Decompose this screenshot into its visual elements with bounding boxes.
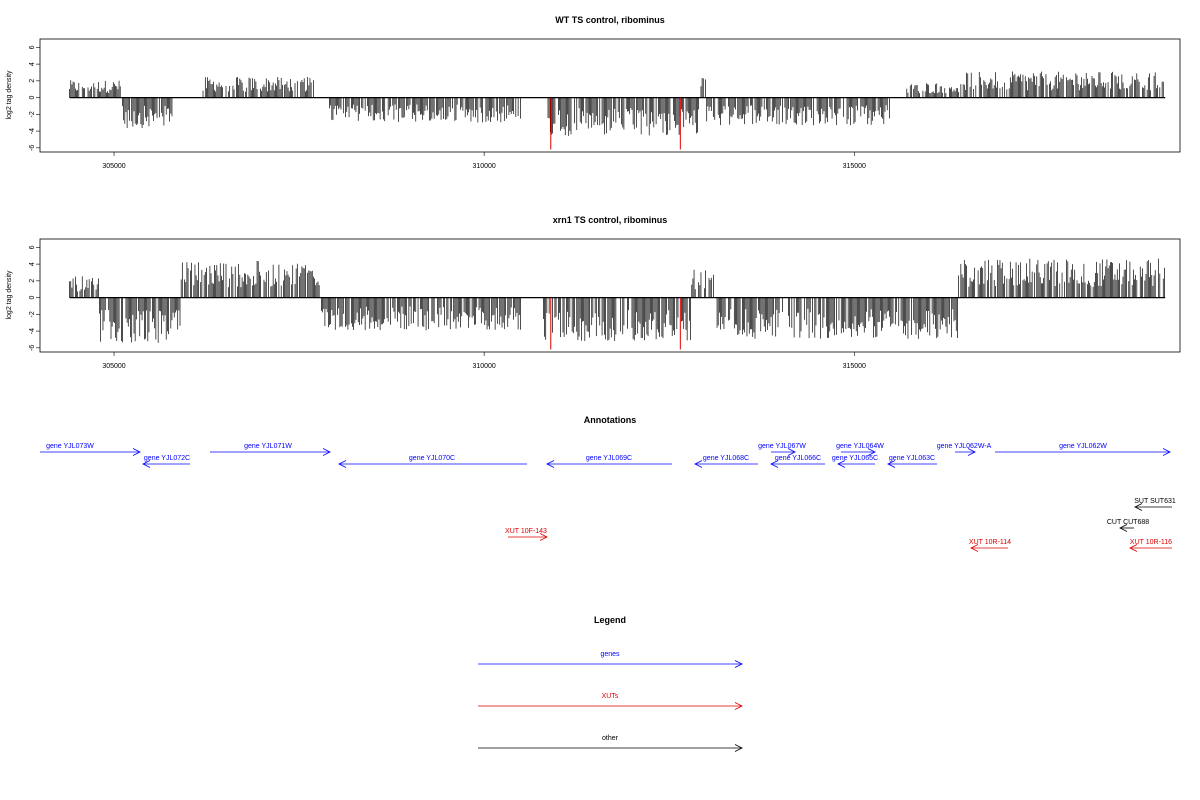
gene-label: gene YJL065C: [832, 455, 878, 462]
x-tick-label: 315000: [843, 163, 866, 170]
gene-label: gene YJL071W: [244, 443, 292, 450]
xut-arrow: [508, 533, 548, 541]
xut-label: XUT 10F-143: [505, 528, 547, 535]
gene-label: gene YJL073W: [46, 443, 94, 450]
y-tick-label: -4: [29, 328, 36, 334]
x-tick-label: 305000: [102, 163, 125, 170]
other-arrow: [1119, 524, 1134, 532]
chart-panel-wt: WT TS control, ribominus log2 tag densit…: [6, 15, 1181, 170]
x-tick-label: 310000: [472, 363, 495, 370]
legend-xut-label: XUTs: [602, 693, 619, 700]
gene-arrow: [887, 460, 937, 468]
plot-frame-wt: [39, 38, 1181, 153]
chart-title-wt: WT TS control, ribominus: [555, 15, 665, 25]
y-tick-label: 2: [29, 79, 36, 83]
axis-ticks-wt: 6 4 2 0 -2 -4 -6 305000 310000 315000: [29, 45, 866, 170]
gene-arrow: [955, 448, 976, 456]
gene-arrow: [338, 460, 527, 468]
chart-title-xrn1: xrn1 TS control, ribominus: [553, 215, 668, 225]
y-tick-label: 4: [29, 262, 36, 266]
legend-other-arrow: [478, 744, 743, 752]
y-tick-label: 6: [29, 245, 36, 249]
y-tick-label: 0: [29, 96, 36, 100]
marker-lines-xrn1: [550, 297, 681, 350]
gene-label: gene YJL064W: [836, 443, 884, 450]
gene-arrow: [771, 448, 796, 456]
y-tick-label: -2: [29, 111, 36, 117]
bar-series-xrn1: [69, 258, 1166, 343]
y-axis-label-wt: log2 tag density: [6, 70, 13, 120]
axis-ticks-xrn1: 6 4 2 0 -2 -4 -6 305000 310000 315000: [29, 245, 866, 370]
gene-arrow: [142, 460, 190, 468]
annotations-title: Annotations: [584, 415, 637, 425]
other-label: SUT SUT631: [1134, 498, 1176, 505]
x-tick-label: 305000: [102, 363, 125, 370]
gene-arrow: [770, 460, 825, 468]
legend-xut-arrow: [478, 702, 743, 710]
legend-other-label: other: [602, 735, 619, 742]
y-tick-label: -6: [29, 145, 36, 151]
y-tick-label: -2: [29, 311, 36, 317]
x-tick-label: 310000: [472, 163, 495, 170]
other-label: CUT CUT688: [1107, 519, 1149, 526]
other-arrow: [1134, 503, 1172, 511]
y-tick-label: 6: [29, 45, 36, 49]
gene-arrow: [40, 448, 141, 456]
y-tick-label: 4: [29, 62, 36, 66]
y-axis-label-xrn1: log2 tag density: [6, 270, 13, 320]
gene-label: gene YJL067W: [758, 443, 806, 450]
gene-label: gene YJL072C: [144, 455, 190, 462]
xut-arrow: [1129, 544, 1172, 552]
gene-arrow: [841, 448, 876, 456]
plot-frame-xrn1: [39, 238, 1181, 353]
y-tick-label: -4: [29, 128, 36, 134]
gene-label: gene YJL069C: [586, 455, 632, 462]
legend-gene-label: genes: [600, 651, 620, 658]
annotation-features: gene YJL073W gene YJL072C gene YJL071W gene…: [40, 443, 1176, 552]
gene-arrow: [995, 448, 1171, 456]
legend-gene-arrow: [478, 660, 743, 668]
xut-label: XUT 10R-116: [1130, 539, 1172, 546]
y-tick-label: -6: [29, 345, 36, 351]
gene-arrow: [694, 460, 758, 468]
legend-title: Legend: [594, 615, 626, 625]
gene-label: gene YJL062W: [1059, 443, 1107, 450]
legend-entries: genes XUTs other: [478, 651, 743, 752]
xut-arrow: [970, 544, 1008, 552]
gene-label: gene YJL062W-A: [937, 443, 992, 450]
x-tick-label: 315000: [843, 363, 866, 370]
y-tick-label: 0: [29, 296, 36, 300]
gene-label: gene YJL070C: [409, 455, 455, 462]
chart-panel-xrn1: xrn1 TS control, ribominus log2 tag dens…: [6, 215, 1181, 370]
marker-lines-wt: [550, 97, 681, 150]
gene-arrow: [210, 448, 331, 456]
y-tick-label: 2: [29, 279, 36, 283]
gene-label: gene YJL063C: [889, 455, 935, 462]
gene-label: gene YJL066C: [775, 455, 821, 462]
bar-series-wt: [69, 71, 1166, 136]
gene-label: gene YJL068C: [703, 455, 749, 462]
xut-label: XUT 10R-114: [969, 539, 1011, 546]
gene-arrow: [546, 460, 672, 468]
gene-arrow: [837, 460, 875, 468]
